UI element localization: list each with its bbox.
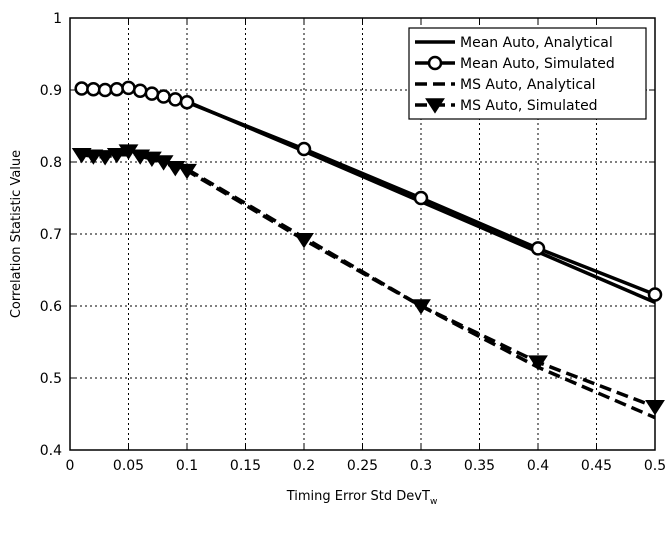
y-tick-label: 0.4 — [40, 443, 62, 459]
legend-label: MS Auto, Simulated — [460, 98, 598, 114]
data-point — [144, 86, 160, 101]
y-tick-label: 0.9 — [40, 83, 62, 99]
data-point — [121, 80, 136, 96]
data-point — [647, 287, 663, 302]
data-point — [411, 299, 431, 315]
x-tick-label: 0.5 — [644, 458, 666, 474]
x-tick-label: 0.45 — [581, 458, 612, 474]
x-tick-label: 0.25 — [347, 458, 378, 474]
data-point — [109, 82, 125, 97]
x-tick-label: 0 — [66, 458, 75, 474]
series-layer — [71, 80, 665, 420]
data-point — [95, 150, 116, 166]
data-point — [177, 163, 197, 180]
legend-label: Mean Auto, Simulated — [460, 56, 615, 72]
data-point — [156, 89, 171, 104]
legend-label: Mean Auto, Analytical — [460, 35, 613, 51]
x-axis-label: Timing Error Std DevTw — [286, 489, 438, 507]
data-point — [179, 94, 195, 110]
series-2 — [74, 80, 663, 302]
axis-ticks: 0 0.05 0.1 0.15 0.2 0.25 0.3 0.35 0.4 0.45 0.5 0.4 0… — [40, 11, 666, 474]
data-point — [413, 190, 429, 206]
y-axis-label: Correlation Statistic Value — [9, 150, 24, 318]
x-tick-label: 0.4 — [527, 458, 549, 474]
x-tick-label: 0.2 — [293, 458, 315, 474]
data-point — [132, 83, 148, 98]
data-point — [530, 241, 546, 256]
y-tick-label: 0.6 — [40, 299, 62, 315]
data-point — [296, 141, 312, 157]
data-point — [86, 82, 101, 97]
x-tick-label: 0.3 — [410, 458, 432, 474]
data-point — [106, 148, 127, 164]
y-tick-label: 1 — [53, 11, 62, 27]
data-point — [74, 81, 89, 96]
x-tick-label: 0.05 — [113, 458, 144, 474]
data-point — [168, 92, 183, 107]
x-tick-label: 0.15 — [230, 458, 261, 474]
x-tick-label: 0.35 — [464, 458, 495, 474]
data-point — [645, 400, 665, 416]
series-4 — [71, 144, 665, 416]
data-point — [97, 82, 113, 98]
y-tick-label: 0.5 — [40, 371, 62, 387]
y-tick-label: 0.7 — [40, 227, 62, 243]
legend-marker — [425, 98, 445, 114]
y-tick-label: 0.8 — [40, 155, 62, 171]
data-point — [528, 355, 548, 371]
legend-marker — [427, 55, 443, 71]
x-axis-label-subscript: w — [430, 497, 437, 507]
x-tick-label: 0.1 — [176, 458, 198, 474]
data-point — [294, 232, 314, 249]
legend: Mean Auto, Analytical Mean Auto, Simulate… — [408, 27, 647, 120]
legend-label: MS Auto, Analytical — [460, 77, 596, 93]
